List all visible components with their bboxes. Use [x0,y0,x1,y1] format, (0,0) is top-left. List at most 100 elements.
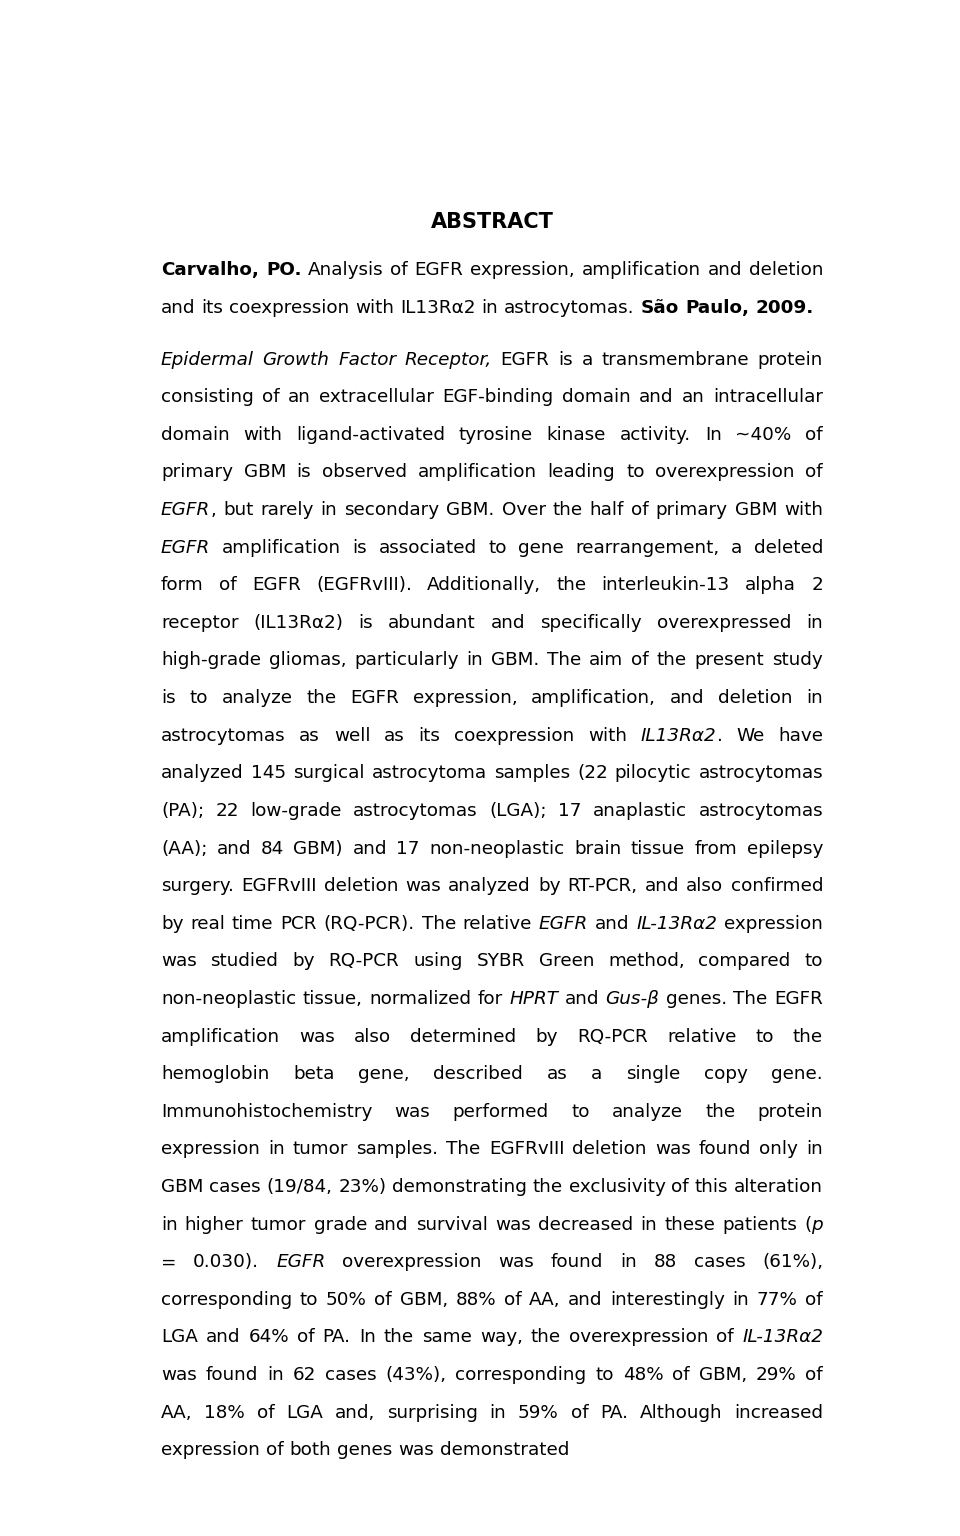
Text: in: in [490,1404,506,1422]
Text: gliomas,: gliomas, [269,651,347,670]
Text: GBM: GBM [734,501,777,519]
Text: intracellular: intracellular [713,389,823,406]
Text: in: in [806,1140,823,1158]
Text: was: was [405,877,441,895]
Text: (: ( [804,1215,811,1233]
Text: consisting: consisting [161,389,253,406]
Text: coexpression: coexpression [229,300,349,316]
Text: EGFR: EGFR [161,539,210,556]
Text: to: to [571,1103,589,1121]
Text: is: is [161,690,176,707]
Text: activity.: activity. [620,425,691,444]
Text: and: and [205,1329,240,1347]
Text: deletion: deletion [718,690,793,707]
Text: PO.: PO. [266,261,301,280]
Text: gene: gene [518,539,564,556]
Text: EGFRvIII: EGFRvIII [241,877,317,895]
Text: Additionally,: Additionally, [427,576,541,594]
Text: EGFR: EGFR [539,915,588,932]
Text: AA,: AA, [161,1404,192,1422]
Text: EGFR: EGFR [161,501,210,519]
Text: The: The [421,915,456,932]
Text: expression: expression [161,1441,260,1459]
Text: and: and [645,877,679,895]
Text: EGFR: EGFR [501,350,549,369]
Text: this: this [695,1178,729,1197]
Text: rearrangement,: rearrangement, [575,539,719,556]
Text: p: p [811,1215,823,1233]
Text: specifically: specifically [540,614,642,631]
Text: IL-13Rα2: IL-13Rα2 [742,1329,823,1347]
Text: an: an [288,389,311,406]
Text: of: of [391,261,408,280]
Text: grade: grade [314,1215,367,1233]
Text: overexpression: overexpression [342,1253,482,1272]
Text: overexpression: overexpression [656,464,795,481]
Text: surprising: surprising [387,1404,478,1422]
Text: in: in [806,690,823,707]
Text: normalized: normalized [369,991,471,1008]
Text: AA,: AA, [529,1290,561,1309]
Text: of: of [671,1178,689,1197]
Text: of: of [256,1404,275,1422]
Text: was: was [300,1028,335,1046]
Text: RQ-PCR: RQ-PCR [577,1028,648,1046]
Text: GBM,: GBM, [399,1290,447,1309]
Text: present: present [695,651,764,670]
Text: domain: domain [562,389,631,406]
Text: of: of [805,464,823,481]
Text: found: found [205,1366,258,1384]
Text: GBM): GBM) [294,840,343,857]
Text: demonstrating: demonstrating [392,1178,527,1197]
Text: kinase: kinase [547,425,606,444]
Text: the: the [531,1329,561,1347]
Text: of: of [805,1366,823,1384]
Text: protein: protein [757,1103,823,1121]
Text: and: and [595,915,630,932]
Text: LGA: LGA [161,1329,198,1347]
Text: In: In [705,425,722,444]
Text: primary: primary [656,501,728,519]
Text: tissue: tissue [631,840,685,857]
Text: in: in [481,300,498,316]
Text: its: its [202,300,223,316]
Text: samples: samples [493,765,570,782]
Text: a: a [591,1064,602,1083]
Text: and: and [374,1215,409,1233]
Text: 48%: 48% [623,1366,663,1384]
Text: also: also [354,1028,391,1046]
Text: Green: Green [539,952,594,971]
Text: high-grade: high-grade [161,651,261,670]
Text: half: half [589,501,624,519]
Text: and: and [708,261,742,280]
Text: particularly: particularly [354,651,459,670]
Text: exclusivity: exclusivity [568,1178,665,1197]
Text: 2009.: 2009. [756,300,814,316]
Text: higher: higher [185,1215,244,1233]
Text: RQ-PCR: RQ-PCR [328,952,399,971]
Text: Gus-β: Gus-β [606,991,660,1008]
Text: São: São [640,300,679,316]
Text: a: a [731,539,742,556]
Text: amplification: amplification [161,1028,280,1046]
Text: in: in [267,1366,283,1384]
Text: confirmed: confirmed [731,877,823,895]
Text: alteration: alteration [734,1178,823,1197]
Text: Over: Over [502,501,545,519]
Text: associated: associated [378,539,476,556]
Text: 62: 62 [293,1366,316,1384]
Text: with: with [355,300,395,316]
Text: was: was [498,1253,534,1272]
Text: hemoglobin: hemoglobin [161,1064,270,1083]
Text: of: of [632,651,649,670]
Text: 0.030).: 0.030). [193,1253,259,1272]
Text: to: to [626,464,644,481]
Text: (RQ-PCR).: (RQ-PCR). [324,915,415,932]
Text: using: using [413,952,463,971]
Text: by: by [538,877,561,895]
Text: compared: compared [699,952,791,971]
Text: pilocytic: pilocytic [614,765,691,782]
Text: The: The [446,1140,481,1158]
Text: and: and [491,614,525,631]
Text: surgical: surgical [293,765,365,782]
